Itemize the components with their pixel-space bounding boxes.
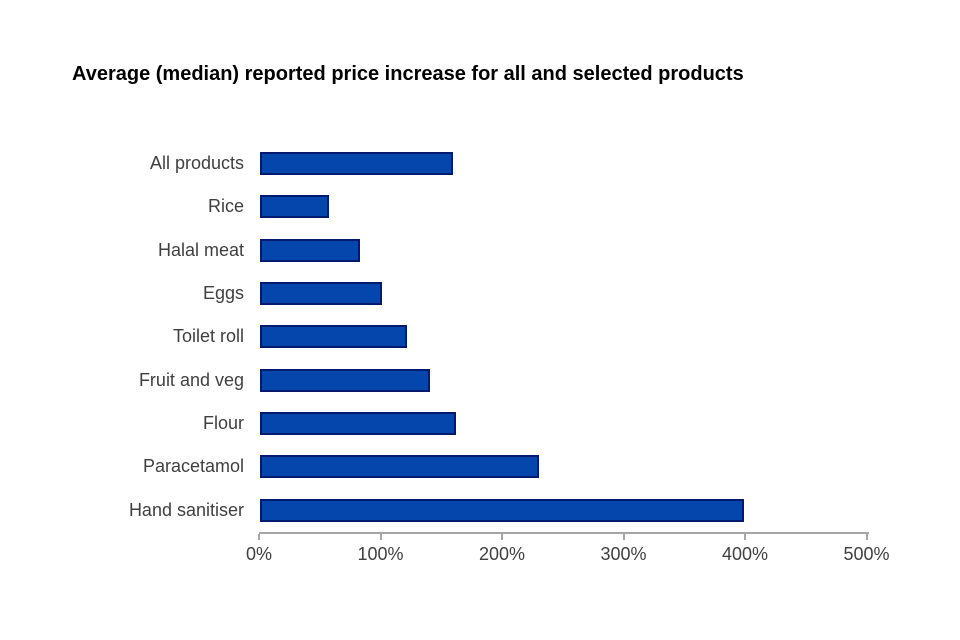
bar-row: All products — [0, 142, 960, 185]
bar — [260, 368, 431, 392]
bar-track — [260, 282, 960, 306]
x-tick-mark — [379, 534, 382, 540]
x-tick-label: 400% — [721, 544, 769, 564]
x-tick-mark — [865, 534, 868, 540]
bar-track — [260, 455, 960, 479]
category-label: Hand sanitiser — [128, 499, 244, 520]
bar-track — [260, 325, 960, 349]
x-tick-label: 300% — [600, 544, 647, 564]
x-tick-label: 0% — [245, 544, 272, 564]
x-tick-mark — [622, 534, 625, 540]
category-label: Paracetamol — [142, 456, 244, 477]
x-tick-mark — [258, 534, 260, 540]
bar — [260, 325, 407, 349]
bar — [260, 195, 330, 219]
bar-row: Eggs — [0, 272, 960, 315]
bar-row: Flour — [0, 402, 960, 445]
category-label: Flour — [202, 412, 244, 433]
category-label: Fruit and veg — [138, 369, 244, 390]
bar-row: Hand sanitiser — [0, 488, 960, 531]
bar — [260, 238, 360, 262]
x-axis-line — [259, 532, 869, 534]
category-label: Eggs — [202, 283, 244, 304]
bar-row: Fruit and veg — [0, 358, 960, 401]
category-label: All products — [149, 153, 244, 174]
bar-row: Toilet roll — [0, 315, 960, 358]
bar-row: Paracetamol — [0, 445, 960, 488]
bar — [260, 152, 454, 176]
bar — [260, 411, 456, 435]
chart-title: Average (median) reported price increase… — [72, 63, 744, 85]
bar — [260, 498, 744, 522]
bar-track — [260, 498, 960, 522]
x-tick-label: 500% — [843, 544, 890, 564]
bar — [260, 282, 382, 306]
bar-track — [260, 368, 960, 392]
category-label: Toilet roll — [172, 326, 244, 347]
x-tick-mark — [501, 534, 503, 540]
x-tick-mark — [744, 534, 746, 540]
bar-row: Halal meat — [0, 229, 960, 272]
bar-rows: All products Rice Halal meat Eggs Toilet… — [0, 142, 960, 532]
bar-track — [260, 195, 960, 219]
bar-track — [260, 152, 960, 176]
bar-track — [260, 411, 960, 435]
category-label: Rice — [207, 196, 244, 217]
bar-row: Rice — [0, 185, 960, 228]
x-tick-label: 100% — [357, 544, 404, 564]
category-label: Halal meat — [157, 239, 244, 260]
bar-track — [260, 238, 960, 262]
x-tick-label: 200% — [478, 544, 526, 564]
bar — [260, 455, 540, 479]
